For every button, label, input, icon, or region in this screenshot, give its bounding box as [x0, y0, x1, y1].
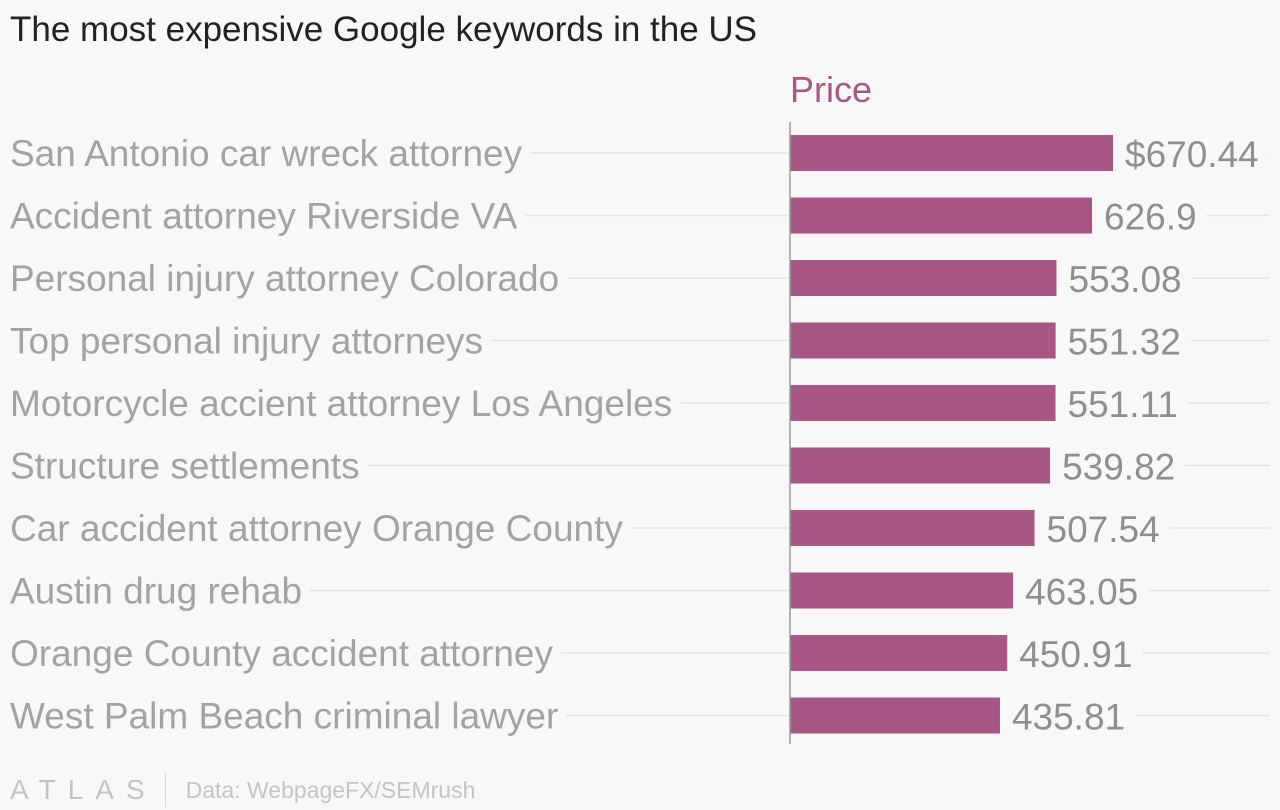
value-label: 507.54: [1047, 509, 1160, 550]
bar: [790, 385, 1056, 421]
value-label: 539.82: [1062, 447, 1175, 488]
category-label: Orange County accident attorney: [10, 633, 553, 674]
bar: [790, 135, 1113, 171]
bar: [790, 635, 1008, 671]
category-label: Motorcycle accient attorney Los Angeles: [10, 383, 672, 424]
footer-divider: [164, 773, 166, 807]
category-label: Accident attorney Riverside VA: [10, 196, 518, 237]
category-label: West Palm Beach criminal lawyer: [10, 696, 558, 737]
data-source: Data: WebpageFX/SEMrush: [185, 776, 476, 803]
bar: [790, 197, 1093, 234]
bar: [790, 322, 1056, 359]
bar: [790, 260, 1057, 296]
category-label: Austin drug rehab: [10, 571, 302, 612]
bar-chart: Price San Antonio car wreck attorney $670.…: [10, 69, 1270, 744]
footer: ATLAS Data: WebpageFX/SEMrush: [10, 772, 475, 808]
category-label: Structure settlements: [10, 446, 360, 487]
series-label: Price: [790, 69, 872, 110]
chart-title: The most expensive Google keywords in th…: [10, 10, 758, 49]
atlas-logo: ATLAS: [10, 774, 157, 805]
bar: [790, 510, 1035, 546]
value-label: 553.08: [1068, 259, 1181, 300]
value-label: 551.11: [1068, 384, 1178, 425]
category-label: Personal injury attorney Colorado: [10, 258, 559, 299]
bar: [790, 447, 1051, 484]
bar: [790, 572, 1014, 609]
value-label: 626.9: [1104, 197, 1197, 238]
value-label: 435.81: [1012, 697, 1125, 738]
value-label: 450.91: [1019, 634, 1132, 675]
bar: [790, 697, 1000, 734]
value-label: $670.44: [1125, 134, 1259, 175]
value-label: 463.05: [1025, 572, 1138, 613]
category-label: San Antonio car wreck attorney: [10, 133, 523, 174]
category-label: Top personal injury attorneys: [10, 321, 483, 362]
value-label: 551.32: [1068, 322, 1181, 363]
category-label: Car accident attorney Orange County: [10, 508, 623, 549]
